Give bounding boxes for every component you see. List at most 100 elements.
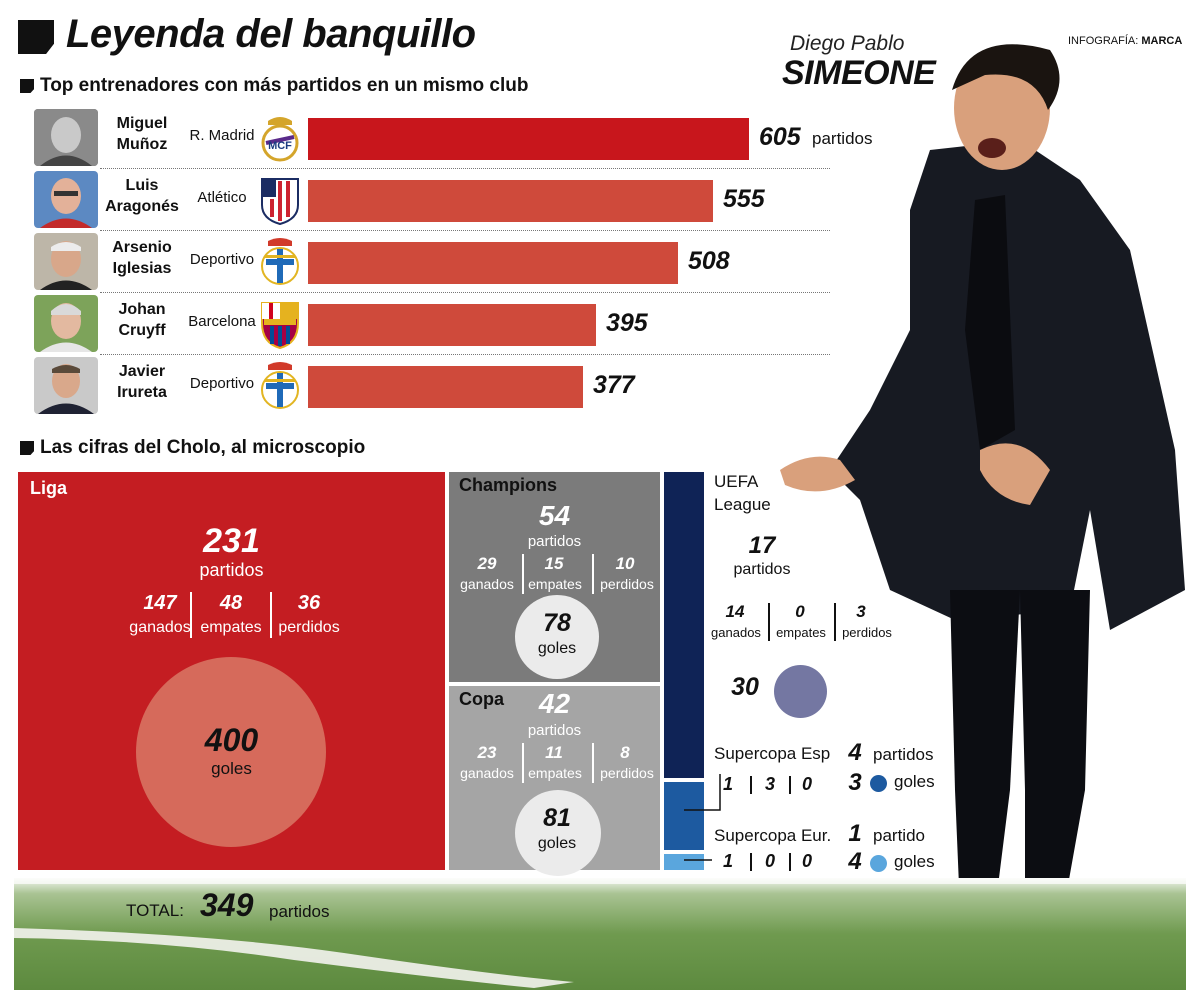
supercopa-eur-title: Supercopa Eur.	[714, 826, 832, 845]
champions-goals-circle	[515, 595, 599, 679]
total-label: TOTAL:	[126, 901, 184, 920]
coach-portrait-photo	[34, 295, 98, 352]
liga-lost-value: 36	[297, 592, 321, 614]
ranking-bar	[308, 304, 596, 346]
copa-drawn-label: empates	[528, 765, 582, 781]
simeone-figure-illustration	[780, 44, 1185, 965]
supercopa-eur-drawn-value: 0	[764, 851, 775, 871]
liga-matches-label: partidos	[199, 560, 264, 580]
coach-portrait-photo	[34, 357, 98, 414]
copa-goals-label: goles	[537, 835, 577, 852]
ranking-bar	[308, 242, 678, 284]
uefa-won-label: ganados	[711, 625, 761, 640]
uefa-matches-value: 17	[748, 532, 776, 559]
ranking-bar	[308, 180, 713, 222]
ranking-row: Arsenio Iglesias Deportivo	[30, 231, 830, 293]
deportivo-crest-icon	[261, 362, 299, 409]
grass-field-background	[14, 878, 1186, 990]
bullet-square-icon	[20, 441, 34, 455]
marca-logo-mark	[18, 20, 54, 54]
coach-name-line2: Aragonés	[105, 198, 179, 215]
liga-drawn-label: empates	[200, 619, 262, 636]
supercopa-eur-connector-line	[684, 859, 712, 861]
coach-name-line1: Javier	[118, 363, 166, 380]
supercopa-eur-lost-value: 0	[801, 851, 812, 871]
uefa-drawn-value: 0	[795, 602, 805, 621]
ranking-bar-value: 555	[723, 185, 765, 213]
atletico-crest-icon	[261, 178, 299, 225]
coach-portrait-photo	[34, 109, 98, 166]
liga-won-value: 147	[143, 592, 177, 614]
coach-portrait-photo	[34, 233, 98, 290]
uefa-goals-circle	[774, 665, 827, 718]
champions-matches-value: 54	[538, 500, 571, 531]
supercopa-eur-matches-label: partido	[873, 826, 925, 845]
ranking-section-title: Top entrenadores con más partidos en un …	[40, 75, 529, 96]
ranking-row: Johan Cruyff Barcelona	[30, 293, 830, 355]
total-matches-value: 349	[200, 887, 254, 923]
champions-title: Champions	[459, 475, 558, 495]
club-name: Atlético	[197, 189, 247, 206]
coach-portrait-photo	[34, 171, 98, 228]
page-title: Leyenda del banquillo	[66, 12, 476, 56]
uefa-title-line1: UEFA	[714, 472, 759, 491]
uefa-goals-value: 30	[731, 673, 759, 701]
champions-drawn-value: 15	[544, 554, 564, 573]
ranking-row: Miguel Muñoz R. Madrid MCF	[30, 107, 830, 169]
copa-matches-label: partidos	[527, 722, 582, 739]
coach-name-line1: Miguel	[116, 115, 168, 132]
uefa-drawn-label: empates	[776, 625, 826, 640]
club-name: Barcelona	[188, 313, 256, 330]
total-matches-unit: partidos	[269, 902, 330, 921]
champions-matches-label: partidos	[527, 533, 582, 550]
coach-name: Johan Cruyff	[102, 299, 182, 341]
uefa-won-value: 14	[725, 602, 745, 621]
copa-won-label: ganados	[460, 765, 514, 781]
uefa-lost-value: 3	[856, 602, 866, 621]
champions-block: Champions 54 partidos 29 ganados 15 empa…	[449, 472, 660, 682]
coach-name-line2: Cruyff	[118, 322, 166, 339]
coach-name-line1: Luis	[125, 177, 159, 194]
ranking-bar-value: 395	[606, 309, 648, 337]
champions-goals-value: 78	[543, 609, 571, 637]
deportivo-crest-icon	[261, 238, 299, 285]
liga-won-label: ganados	[129, 619, 191, 636]
supercopa-esp-goals-label: goles	[894, 772, 935, 791]
liga-block: Liga 231 partidos 147 ganados 48 empates…	[18, 472, 445, 870]
copa-lost-label: perdidos	[600, 765, 654, 781]
credit-prefix: INFOGRAFÍA:	[1068, 35, 1139, 47]
figures-section-title: Las cifras del Cholo, al microscopio	[40, 437, 366, 458]
copa-lost-value: 8	[620, 743, 630, 762]
svg-text:MCF: MCF	[268, 140, 292, 152]
supercopa-esp-bar	[664, 782, 704, 850]
uefa-matches-label: partidos	[733, 561, 791, 578]
champions-lost-label: perdidos	[600, 576, 654, 592]
supercopa-esp-won-value: 1	[722, 774, 733, 794]
figures-section-heading: Las cifras del Cholo, al microscopio	[20, 437, 365, 459]
coach-name: Miguel Muñoz	[102, 113, 182, 155]
barcelona-crest-icon	[261, 302, 299, 349]
coach-first-name: Diego Pablo	[790, 32, 905, 55]
ranking-section-heading: Top entrenadores con más partidos en un …	[20, 75, 528, 97]
uefa-title-line2: League	[714, 495, 771, 514]
coach-name-line2: Muñoz	[116, 136, 168, 153]
liga-goals-value: 400	[204, 722, 259, 758]
liga-title: Liga	[30, 478, 68, 498]
ranking-row: Javier Irureta Deportivo	[30, 355, 830, 417]
liga-matches-value: 231	[203, 522, 260, 560]
coach-last-name: SIMEONE	[782, 54, 936, 92]
coach-name: Javier Irureta	[102, 361, 182, 403]
champions-drawn-label: empates	[528, 576, 582, 592]
copa-block: Copa 42 partidos 23 ganados 11 empates 8…	[449, 686, 660, 876]
bullet-square-icon	[20, 79, 34, 93]
club-name: Deportivo	[189, 251, 255, 268]
coach-name-line2: Irureta	[117, 384, 167, 401]
liga-goals-circle	[136, 657, 326, 847]
supercopa-eur-bar	[664, 854, 704, 870]
supercopa-esp-lost-value: 0	[801, 774, 812, 794]
ranking-row: Luis Aragonés Atlético	[30, 169, 830, 231]
supercopa-esp-connector-line	[684, 774, 721, 811]
champions-won-label: ganados	[460, 576, 514, 592]
copa-goals-circle	[515, 790, 601, 876]
ranking-bar	[308, 118, 749, 160]
